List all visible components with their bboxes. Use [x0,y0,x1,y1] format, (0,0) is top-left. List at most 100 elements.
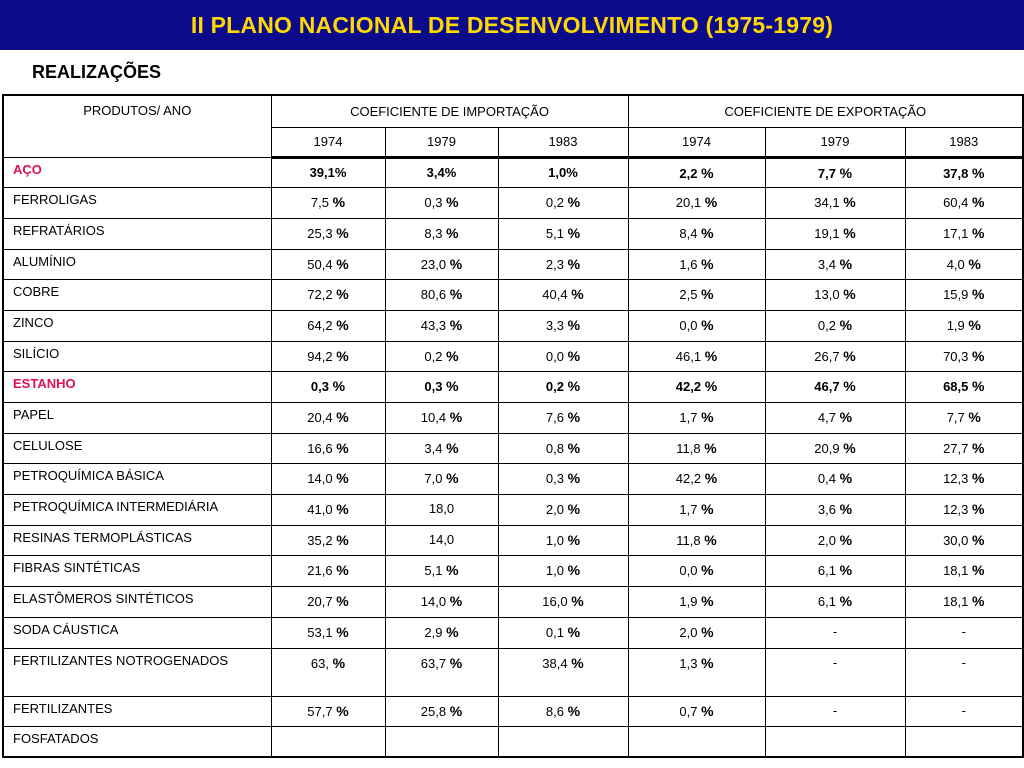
percent-sign: % [567,531,581,548]
percent-sign: % [567,378,581,395]
percent-sign: % [446,439,459,456]
percent-sign: % [972,378,985,395]
percent-sign: % [704,531,717,548]
coefficient-cell: 2,9 % [384,616,499,649]
coefficient-value: 2,3 [545,256,564,272]
coefficient-value: - [832,654,838,670]
product-name: FERTILIZANTES NOTROGENADOS [2,647,272,697]
coefficient-cell: 11,8 % [627,432,766,465]
coefficient-value: 42,2 [675,471,702,487]
table-row: REFRATÁRIOS 25,3 % 8,3 % 5,1 % 8,4 % 19,1 % 17… [2,217,1024,250]
coefficient-value: 37,8 [943,165,969,181]
coefficient-value: 2,9 [424,624,443,640]
coefficient-value: 16,0 [542,594,568,610]
percent-sign: % [446,470,459,487]
coefficient-cell: 0,3 % [384,187,499,219]
coefficient-value: 7,7 [817,165,836,181]
coefficient-cell: 3,6 % [764,494,906,526]
product-name: PETROQUÍMICA INTERMEDIÁRIA [2,494,272,526]
percent-sign: % [567,409,581,425]
coefficient-value: 0,0 [679,317,698,333]
percent-sign: % [336,562,349,579]
product-name: FERROLIGAS [2,187,272,219]
percent-sign: % [843,194,856,211]
coefficient-value: 1,0 [545,563,564,579]
coefficient-cell: 30,0 % [904,524,1024,557]
year-header: 1979 [384,126,499,159]
coefficient-value: 3,6 [817,502,836,518]
coefficient-cell: 1,3 % [627,647,766,697]
coefficient-value: 21,6 [307,563,333,579]
table-row: COBRE 72,2 % 80,6 % 40,4 % 2,5 % 13,0 % 15,9 % [2,279,1024,311]
percent-sign: % [839,255,853,272]
coefficient-cell: 70,3 % [904,340,1024,373]
coefficient-value: 20,4 [307,410,333,425]
percent-sign: % [446,224,459,241]
coefficient-value: 43,3 [420,317,447,333]
percent-sign: % [567,702,581,719]
coefficient-cell: 19,1 % [764,217,906,250]
percent-sign: % [571,593,584,610]
product-name: RESINAS TERMOPLÁSTICAS [2,524,272,557]
coefficient-cell: 2,3 % [497,248,629,281]
coefficient-cell: 35,2 % [270,524,386,557]
percent-sign: % [701,255,714,272]
percent-sign: % [968,255,981,272]
coefficient-cell: 4,0 % [904,248,1024,281]
coefficient-cell [904,726,1024,758]
product-name: FERTILIZANTES [2,695,272,728]
coefficient-cell: - [764,647,906,697]
coefficient-cell: 43,3 % [384,309,499,342]
coefficient-value: 35,2 [307,532,333,548]
coefficient-cell: 20,7 % [270,586,386,618]
coefficient-value: 2,0 [545,502,564,518]
percent-sign: % [843,439,856,456]
coefficient-cell: - [764,695,906,728]
percent-sign: % [701,593,714,610]
coefficient-cell: 7,5 % [270,187,386,219]
coefficient-value: 7,7 [946,410,965,425]
coefficient-cell: 5,1 % [497,217,629,250]
percent-sign: % [701,316,714,333]
coefficient-value: - [961,654,966,670]
coefficient-value: 8,6 [545,703,564,719]
product-name: ELASTÔMEROS SINTÉTICOS [2,586,272,618]
coefficient-cell: 3,4 % [764,248,906,281]
coefficient-value: 57,7 [307,703,333,719]
coefficient-cell: 37,8 % [904,156,1024,189]
coefficient-cell: 2,0 % [764,524,906,557]
product-name: PETROQUÍMICA BÁSICA [2,463,272,496]
percent-sign: % [336,501,349,518]
percent-sign: % [336,593,349,610]
percent-sign: % [968,316,981,333]
coefficient-value: 25,3 [307,225,333,241]
year-header: 1974 [627,126,766,159]
coefficient-value: 0,0 [679,563,698,579]
coefficient-cell: 0,3 % [384,371,499,403]
coefficient-cell: 0,4 % [764,463,906,496]
table-row: FERTILIZANTES 57,7 % 25,8 % 8,6 % 0,7 % - - [2,695,1024,728]
percent-sign: % [567,347,581,364]
coefficient-cell: 3,4% [384,156,499,189]
coefficient-value: 5,1 [424,563,443,579]
coefficient-value: 5,1 [545,225,564,241]
table-row: SILÍCIO 94,2 % 0,2 % 0,0 % 46,1 % 26,7 % 70,3 … [2,340,1024,373]
coefficients-table: PRODUTOS/ ANO COEFICIENTE DE IMPORTAÇÃO … [2,94,1024,759]
coefficient-cell: 2,0 % [627,616,766,649]
coefficient-cell: 63,7 % [384,647,499,697]
coefficient-value: 25,8 [420,703,447,719]
percent-sign: % [446,623,459,640]
coefficient-value: 17,1 [943,225,969,241]
coefficient-cell: 14,0 [384,524,499,557]
coefficient-cell: 10,4 % [384,402,499,434]
coefficient-cell: - [904,647,1024,697]
coefficient-value: 12,3 [943,471,969,487]
year-header: 1979 [764,126,906,159]
coefficient-value: 13,0 [814,287,840,303]
coefficient-value: 30,0 [943,532,969,548]
coefficient-value: 0,2 [424,348,443,364]
coefficient-value: 8,4 [679,225,698,241]
coefficient-value: 0,3 [424,195,443,211]
product-name: ZINCO [2,309,272,342]
table-row: PETROQUÍMICA INTERMEDIÁRIA 41,0 % 18,0 2,0 … [2,494,1024,526]
